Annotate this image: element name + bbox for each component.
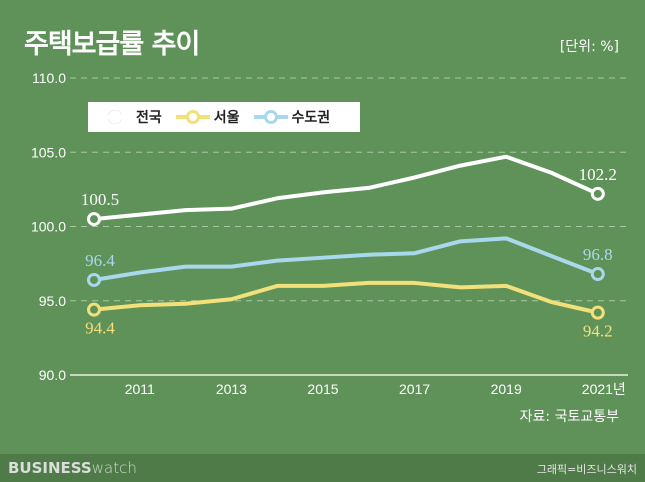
- series-line-1: [93, 280, 599, 315]
- x-tick-label: 2017: [399, 381, 430, 397]
- endpoint-marker: [87, 302, 101, 317]
- endpoint-marker: [590, 186, 605, 201]
- x-tick-label: 2013: [216, 381, 247, 397]
- data-label: 94.4: [85, 319, 115, 338]
- data-label: 96.8: [583, 245, 613, 264]
- chart-title: 주택보급률 추이: [24, 29, 200, 60]
- endpoint-marker: [590, 267, 605, 282]
- x-tick-label: 2019: [491, 381, 522, 397]
- y-tick-label: 105.0: [31, 144, 66, 160]
- data-label: 102.2: [579, 165, 617, 184]
- x-tick-label: 2011: [125, 381, 155, 397]
- x-tick-label: 2021년: [582, 381, 626, 397]
- data-label: 94.2: [583, 322, 613, 341]
- legend-marker-icon: [253, 110, 288, 124]
- y-tick-label: 95.0: [39, 293, 66, 309]
- series-line-0: [93, 154, 599, 222]
- legend-item-seoul: 서울: [175, 107, 240, 127]
- data-label: 96.4: [85, 251, 115, 270]
- brand-logo: BUSINESSwatch: [8, 459, 137, 477]
- legend-item-national: 전국: [98, 107, 162, 127]
- legend-marker-icon: [98, 110, 132, 124]
- endpoint-marker: [87, 272, 101, 287]
- legend-label: 전국: [136, 110, 162, 126]
- unit-label: [단위: %]: [559, 39, 619, 55]
- legend-label: 서울: [213, 110, 240, 126]
- legend-item-capital: 수도권: [253, 107, 331, 127]
- y-tick-label: 110.0: [32, 70, 66, 86]
- endpoint-marker: [590, 305, 605, 320]
- legend-label: 수도권: [291, 110, 331, 126]
- y-tick-label: 100.0: [31, 219, 66, 235]
- endpoint-marker: [87, 212, 101, 227]
- source-note: 자료: 국토교통부: [519, 409, 619, 425]
- data-label: 100.5: [81, 190, 119, 209]
- series-line-2: [93, 236, 599, 282]
- legend: 전국 서울 수도권: [88, 102, 360, 132]
- line-chart: 90.0 95.0 100.0 105.0 110.0 2011 2013 2015 2017 2…: [31, 70, 628, 397]
- footer: BUSINESSwatch 그래픽=비즈니스워치: [0, 454, 645, 482]
- y-tick-label: 90.0: [39, 367, 66, 383]
- graphic-credit: 그래픽=비즈니스워치: [536, 463, 637, 476]
- x-tick-label: 2015: [307, 381, 338, 397]
- legend-marker-icon: [175, 110, 210, 124]
